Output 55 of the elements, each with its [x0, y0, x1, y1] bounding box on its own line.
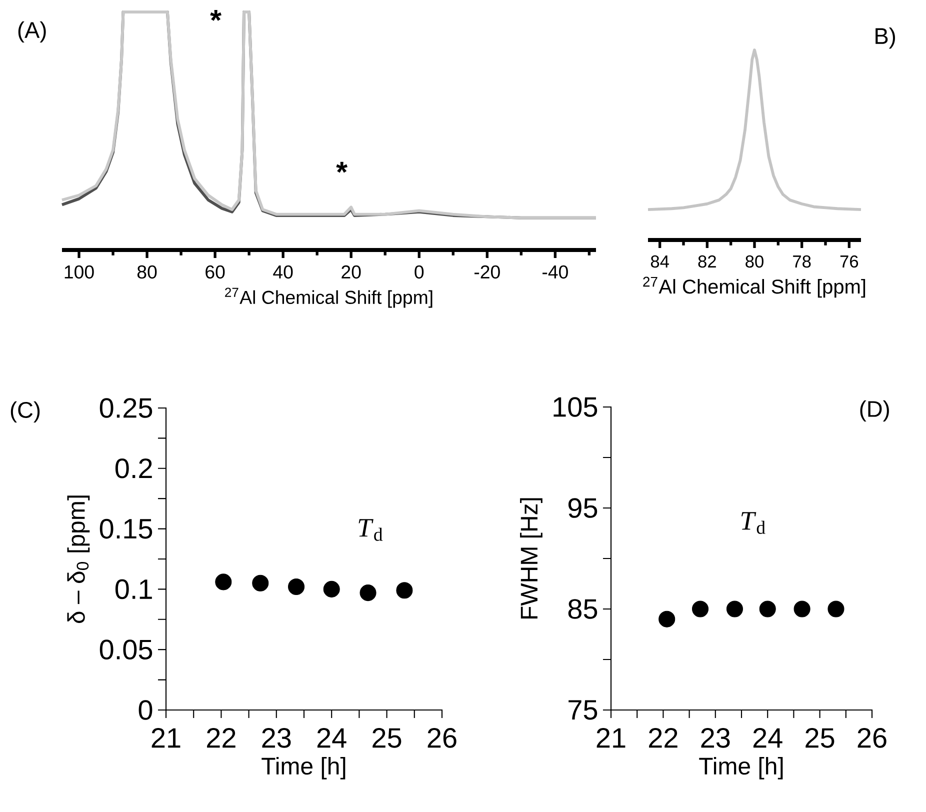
x-tick-label: 26 — [428, 728, 456, 748]
x-tick-label: 76 — [840, 255, 858, 268]
y-tick-label: 85 — [568, 599, 598, 619]
x-tick-label: 21 — [152, 728, 180, 748]
y-tick-label: 0.15 — [100, 518, 152, 539]
y-tick-label: 0.05 — [100, 640, 152, 660]
y-tick-label: 75 — [568, 700, 598, 720]
x-tick-label: -40 — [542, 265, 568, 279]
annotation: * — [336, 162, 348, 173]
y-tick-label: 0 — [138, 700, 152, 720]
x-tick-label: 40 — [273, 265, 293, 279]
y-axis-title: FWHM [Hz] — [520, 498, 542, 619]
x-tick-label: 60 — [206, 265, 225, 279]
x-tick-label: 22 — [207, 728, 236, 748]
y-tick-label: 0.2 — [115, 458, 152, 478]
x-axis-title: $^{27}$Al Chemical Shift [ppm] — [225, 288, 432, 308]
text: (C) — [10, 401, 40, 422]
x-tick-label: 20 — [342, 265, 361, 279]
y-tick-label: 105 — [554, 397, 598, 417]
x-axis-title: $^{27}$Al Chemical Shift [ppm] — [643, 276, 866, 298]
y-tick-label: 0.25 — [100, 398, 152, 418]
x-tick-label: 23 — [701, 728, 730, 748]
x-axis-title: Time [h] — [699, 757, 783, 780]
x-tick-label: 25 — [372, 728, 402, 748]
x-tick-label: 26 — [858, 728, 886, 748]
point — [215, 574, 232, 590]
x-tick-label: 24 — [317, 728, 346, 748]
x-tick-label: 23 — [262, 728, 291, 748]
point — [396, 582, 413, 599]
point — [288, 578, 305, 596]
y-axis-title: δ – δ$_{0}$ [ppm] — [67, 496, 90, 624]
point — [360, 584, 376, 602]
annotation: (D) — [860, 400, 889, 422]
y-tick-label: 95 — [568, 498, 598, 518]
annotation: * — [210, 10, 222, 21]
text: (A) — [18, 21, 46, 43]
x-tick-label: -20 — [474, 265, 500, 279]
point — [252, 574, 269, 592]
x-tick-label: 78 — [793, 255, 811, 268]
annotation: T$_{d}$ — [358, 519, 383, 541]
x-tick-label: 25 — [806, 728, 834, 748]
x-tick-label: 100 — [64, 265, 94, 279]
x-tick-label: 80 — [746, 255, 764, 268]
x-tick-label: 24 — [753, 728, 782, 748]
point — [323, 580, 340, 598]
x-tick-label: 84 — [650, 255, 669, 268]
x-tick-label: 22 — [649, 728, 678, 748]
annotation: T$_{d}$ — [742, 512, 766, 534]
x-tick-label: 82 — [698, 255, 716, 268]
y-tick-label: 0.1 — [115, 579, 152, 600]
text: B) — [876, 27, 895, 49]
x-axis-title: Time [h] — [262, 757, 346, 780]
x-tick-label: 0 — [414, 265, 424, 279]
x-tick-label: 21 — [596, 728, 626, 748]
x-tick-label: 80 — [137, 265, 157, 279]
